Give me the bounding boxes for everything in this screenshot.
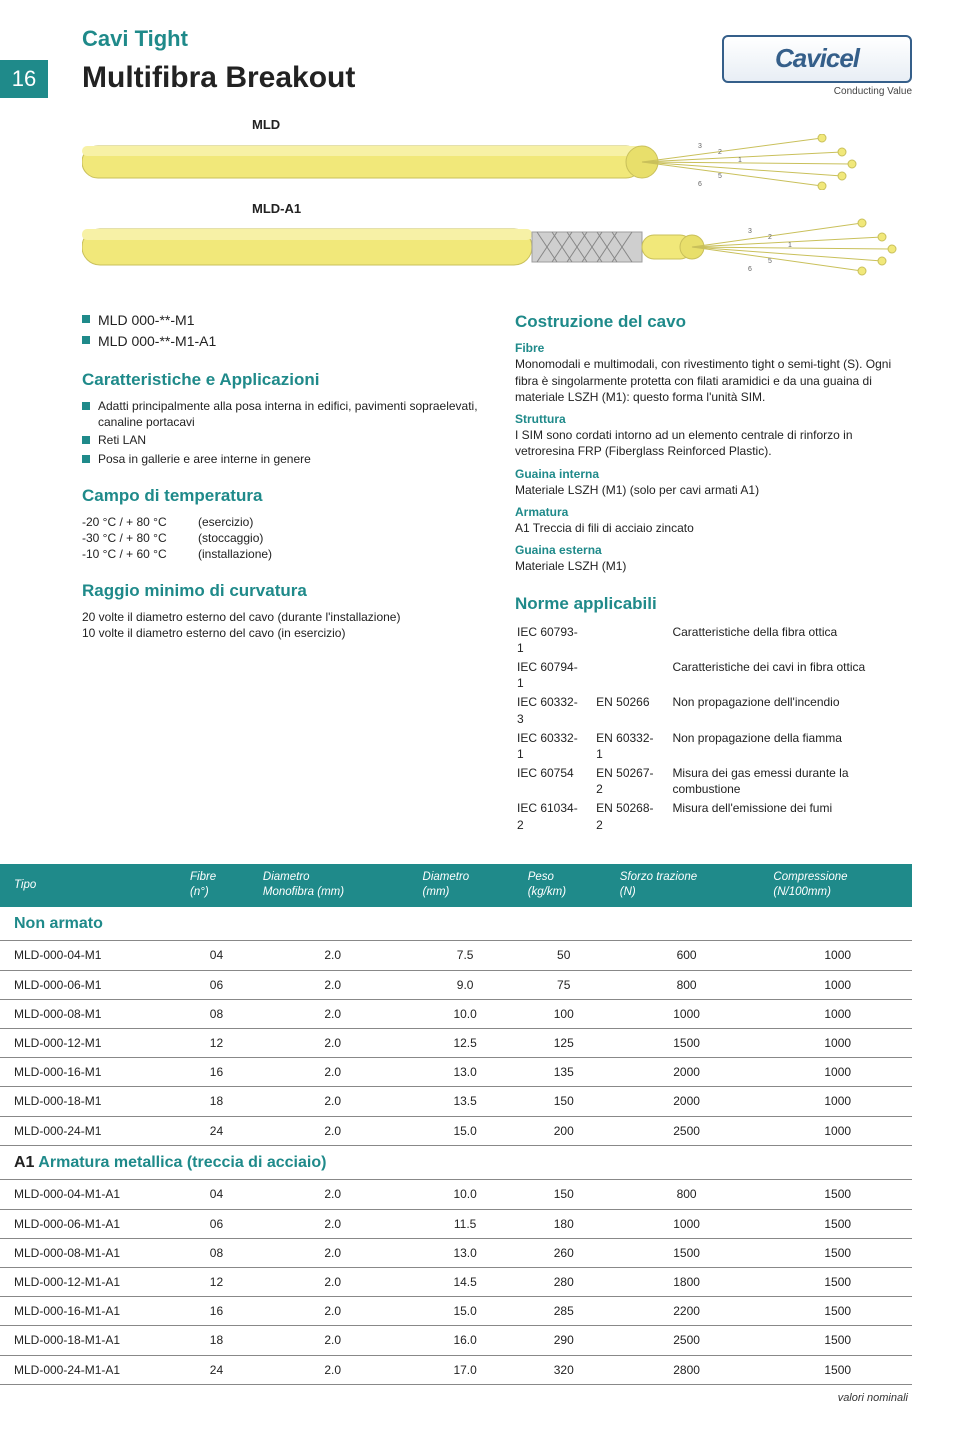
table-row: MLD-000-08-M1082.010.010010001000 [0, 999, 912, 1028]
table-row: MLD-000-16-M1162.013.013520001000 [0, 1058, 912, 1087]
struttura-heading: Struttura [515, 411, 912, 427]
product-code: MLD 000-**-M1 [82, 311, 479, 330]
guaina-esterna-heading: Guaina esterna [515, 542, 912, 558]
product-code: MLD 000-**-M1-A1 [82, 332, 479, 351]
cable-label-top: MLD [252, 116, 912, 134]
table-row: MLD-000-04-M1-A1042.010.01508001500 [0, 1180, 912, 1209]
table-section-header: A1 Armatura metallica (treccia di acciai… [0, 1145, 912, 1180]
armatura-text: A1 Treccia di fili di acciaio zincato [515, 520, 912, 536]
header: Cavi Tight Multifibra Breakout Cavicel C… [0, 24, 912, 98]
table-row: MLD-000-12-M1122.012.512515001000 [0, 1029, 912, 1058]
cable-illustrations: MLD 321 56 MLD [0, 116, 912, 277]
table-section-header: Non armato [0, 907, 912, 941]
table-header-row: TipoFibre(n°)DiametroMonofibra (mm)Diame… [0, 864, 912, 907]
table-row: MLD-000-06-M1-A1062.011.518010001500 [0, 1209, 912, 1238]
table-column-header: Fibre(n°) [180, 864, 253, 907]
norm-row: IEC 60794-1Caratteristiche dei cavi in f… [517, 659, 910, 692]
radius-line-2: 10 volte il diametro esterno del cavo (i… [82, 625, 479, 641]
cable-diagram-mld-a1: 3 2 1 5 6 [82, 217, 912, 277]
table-column-header: Sforzo trazione(N) [610, 864, 764, 907]
svg-text:5: 5 [768, 258, 772, 265]
table-row: MLD-000-06-M1062.09.0758001000 [0, 970, 912, 999]
svg-text:3: 3 [748, 228, 752, 235]
norms-heading: Norme applicabili [515, 593, 912, 616]
construction-heading: Costruzione del cavo [515, 311, 912, 334]
characteristics-heading: Caratteristiche e Applicazioni [82, 369, 479, 392]
cable-label-bottom: MLD-A1 [252, 200, 912, 218]
armatura-heading: Armatura [515, 504, 912, 520]
svg-text:1: 1 [788, 242, 792, 249]
norms-table: IEC 60793-1Caratteristiche della fibra o… [515, 622, 912, 836]
fibre-heading: Fibre [515, 340, 912, 356]
table-column-header: Diametro(mm) [413, 864, 518, 907]
brand-logo: Cavicel [722, 35, 912, 83]
temperature-row: -10 °C / + 60 °C(installazione) [82, 546, 479, 562]
characteristic-item: Posa in gallerie e aree interne in gener… [82, 451, 479, 467]
svg-text:6: 6 [748, 266, 752, 273]
table-column-header: Tipo [0, 864, 180, 907]
page-title: Multifibra Breakout [82, 58, 355, 99]
svg-text:6: 6 [698, 181, 702, 188]
table-row: MLD-000-24-M1242.015.020025001000 [0, 1116, 912, 1145]
page-number-badge: 16 [0, 60, 48, 98]
brand-tagline: Conducting Value [722, 85, 912, 99]
product-codes-list: MLD 000-**-M1 MLD 000-**-M1-A1 [82, 311, 479, 351]
temperature-row: -20 °C / + 80 °C(esercizio) [82, 514, 479, 530]
characteristic-item: Adatti principalmente alla posa interna … [82, 398, 479, 430]
table-row: MLD-000-04-M1042.07.5506001000 [0, 941, 912, 970]
table-row: MLD-000-16-M1-A1162.015.028522001500 [0, 1297, 912, 1326]
struttura-text: I SIM sono cordati intorno ad un element… [515, 427, 912, 459]
temperature-list: -20 °C / + 80 °C(esercizio)-30 °C / + 80… [82, 514, 479, 563]
fibre-text: Monomodali e multimodali, con rivestimen… [515, 356, 912, 405]
guaina-interna-text: Materiale LSZH (M1) (solo per cavi armat… [515, 482, 912, 498]
radius-heading: Raggio minimo di curvatura [82, 580, 479, 603]
table-footnote: valori nominali [0, 1385, 912, 1406]
category-title: Cavi Tight [82, 24, 355, 54]
norm-row: IEC 60332-3EN 50266Non propagazione dell… [517, 694, 910, 727]
norm-row: IEC 60754EN 50267-2Misura dei gas emessi… [517, 765, 910, 798]
norm-row: IEC 60332-1EN 60332-1Non propagazione de… [517, 730, 910, 763]
left-column: MLD 000-**-M1 MLD 000-**-M1-A1 Caratteris… [82, 311, 479, 836]
svg-text:3: 3 [698, 143, 702, 150]
cable-diagram-mld: 3 2 1 5 6 [82, 134, 912, 190]
norm-row: IEC 60793-1Caratteristiche della fibra o… [517, 624, 910, 657]
table-column-header: Peso(kg/km) [518, 864, 610, 907]
table-row: MLD-000-18-M1182.013.515020001000 [0, 1087, 912, 1116]
temperature-heading: Campo di temperatura [82, 485, 479, 508]
characteristic-item: Reti LAN [82, 432, 479, 448]
guaina-esterna-text: Materiale LSZH (M1) [515, 558, 912, 574]
table-column-header: Compressione(N/100mm) [763, 864, 912, 907]
temperature-row: -30 °C / + 80 °C(stoccaggio) [82, 530, 479, 546]
svg-text:2: 2 [718, 149, 722, 156]
svg-text:1: 1 [738, 157, 742, 164]
table-row: MLD-000-08-M1-A1082.013.026015001500 [0, 1238, 912, 1267]
svg-text:2: 2 [768, 234, 772, 241]
radius-line-1: 20 volte il diametro esterno del cavo (d… [82, 609, 479, 625]
norm-row: IEC 61034-2EN 50268-2Misura dell'emissio… [517, 800, 910, 833]
table-row: MLD-000-24-M1-A1242.017.032028001500 [0, 1355, 912, 1384]
table-body: Non armatoMLD-000-04-M1042.07.5506001000… [0, 907, 912, 1384]
table-row: MLD-000-12-M1-A1122.014.528018001500 [0, 1267, 912, 1296]
right-column: Costruzione del cavo Fibre Monomodali e … [515, 311, 912, 836]
svg-text:5: 5 [718, 173, 722, 180]
guaina-interna-heading: Guaina interna [515, 466, 912, 482]
characteristics-list: Adatti principalmente alla posa interna … [82, 398, 479, 467]
specifications-table: TipoFibre(n°)DiametroMonofibra (mm)Diame… [0, 864, 912, 1385]
table-column-header: DiametroMonofibra (mm) [253, 864, 413, 907]
table-row: MLD-000-18-M1-A1182.016.029025001500 [0, 1326, 912, 1355]
